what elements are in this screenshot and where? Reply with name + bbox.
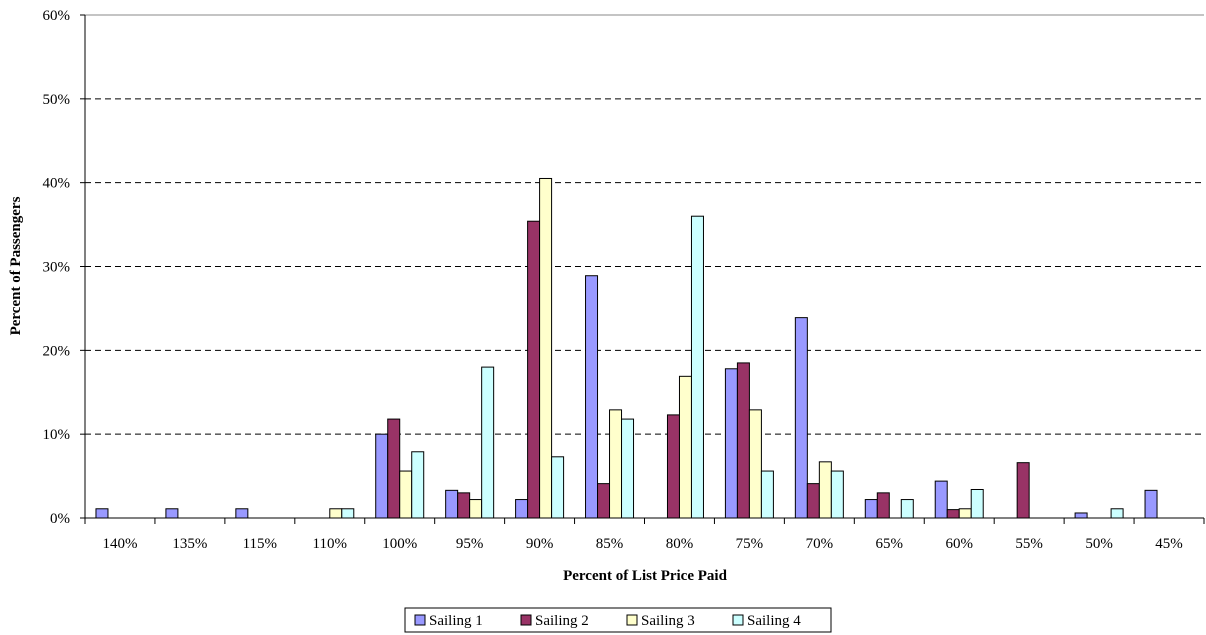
bar-sailing-1-11 <box>864 499 878 519</box>
bar-sailing-2-6 <box>527 220 541 519</box>
bar-sailing-2-11 <box>876 492 890 519</box>
x-tick-label: 75% <box>736 536 764 552</box>
y-tick-label: 40% <box>43 176 71 192</box>
x-tick-label: 55% <box>1015 536 1043 552</box>
axes <box>84 15 1205 524</box>
bar-sailing-3-8 <box>678 375 692 519</box>
legend-label: Sailing 4 <box>747 613 801 629</box>
y-tick-label: 20% <box>43 343 71 359</box>
legend-label: Sailing 1 <box>429 613 483 629</box>
y-tick-label: 60% <box>43 8 71 24</box>
bar-sailing-1-2 <box>235 508 249 519</box>
bar-sailing-4-6 <box>551 456 565 519</box>
bar-sailing-4-7 <box>621 418 635 519</box>
bar-sailing-1-4 <box>375 433 389 519</box>
bar-sailing-2-7 <box>597 483 611 519</box>
legend: Sailing 1 Sailing 2 Sailing 3 Sailing 4 <box>404 607 832 633</box>
y-tick-label: 10% <box>43 427 71 443</box>
gridlines <box>80 14 1204 519</box>
x-tick-label: 60% <box>945 536 973 552</box>
bar-sailing-4-8 <box>690 215 704 519</box>
bar-sailing-1-12 <box>934 480 948 519</box>
legend-swatch <box>520 614 532 626</box>
bar-sailing-3-3 <box>329 508 343 519</box>
bar-sailing-3-4 <box>399 470 413 519</box>
x-tick-label: 115% <box>243 536 277 552</box>
bar-sailing-2-8 <box>666 414 680 519</box>
x-tick-label: 70% <box>806 536 834 552</box>
bar-sailing-3-5 <box>469 499 483 519</box>
bar-sailing-4-11 <box>900 499 914 519</box>
y-axis-title: Percent of Passengers <box>8 196 24 335</box>
bar-sailing-3-6 <box>539 177 553 519</box>
bar-sailing-2-13 <box>1016 462 1030 519</box>
x-tick-label: 80% <box>666 536 694 552</box>
bar-sailing-2-10 <box>806 483 820 519</box>
bar-sailing-3-9 <box>748 409 762 519</box>
bar-sailing-4-9 <box>760 470 774 519</box>
legend-swatch <box>732 614 744 626</box>
bar-sailing-1-7 <box>585 275 599 519</box>
x-tick-label: 50% <box>1085 536 1113 552</box>
bar-sailing-4-10 <box>830 470 844 519</box>
bar-sailing-1-10 <box>794 317 808 519</box>
x-tick-label: 140% <box>102 536 137 552</box>
y-tick-label: 30% <box>43 260 71 276</box>
bar-sailing-3-10 <box>818 461 832 519</box>
bar-sailing-4-12 <box>970 488 984 519</box>
bar-sailing-1-9 <box>724 368 738 519</box>
bar-sailing-2-5 <box>457 492 471 519</box>
x-tick-label: 65% <box>876 536 904 552</box>
x-tick-labels: 140% 135% 115% 110% 100% 95% 90% 85% 80% 75% 70% 65… <box>102 536 1182 552</box>
x-tick-label: 85% <box>596 536 624 552</box>
bar-sailing-2-4 <box>387 418 401 519</box>
bar-sailing-4-5 <box>481 366 495 519</box>
bar-sailing-1-14 <box>1074 512 1088 519</box>
legend-swatch <box>626 614 638 626</box>
x-tick-label: 100% <box>382 536 417 552</box>
y-tick-label: 50% <box>43 92 71 108</box>
y-tick-label: 0% <box>50 511 70 527</box>
bar-sailing-3-7 <box>609 409 623 519</box>
x-tick-label: 45% <box>1155 536 1183 552</box>
x-tick-label: 135% <box>172 536 207 552</box>
bar-sailing-4-3 <box>341 508 355 519</box>
bar-sailing-4-4 <box>411 451 425 519</box>
x-tick-label: 95% <box>456 536 484 552</box>
bars <box>95 177 1158 519</box>
y-tick-labels: 0% 10% 20% 30% 40% 50% 60% <box>43 8 71 527</box>
bar-sailing-1-1 <box>165 508 179 519</box>
x-tick-label: 90% <box>526 536 554 552</box>
legend-swatch <box>414 614 426 626</box>
bar-sailing-2-12 <box>946 509 960 519</box>
legend-label: Sailing 3 <box>641 613 695 629</box>
bar-sailing-1-5 <box>445 489 459 519</box>
legend-box <box>404 607 832 633</box>
x-tick-label: 110% <box>313 536 347 552</box>
bar-sailing-1-6 <box>515 499 529 519</box>
bar-sailing-3-12 <box>958 508 972 519</box>
legend-label: Sailing 2 <box>535 613 589 629</box>
bar-sailing-1-0 <box>95 508 109 519</box>
bar-sailing-4-14 <box>1110 508 1124 519</box>
bar-sailing-1-15 <box>1144 489 1158 519</box>
bar-sailing-2-9 <box>736 362 750 519</box>
x-axis-title: Percent of List Price Paid <box>563 568 727 584</box>
